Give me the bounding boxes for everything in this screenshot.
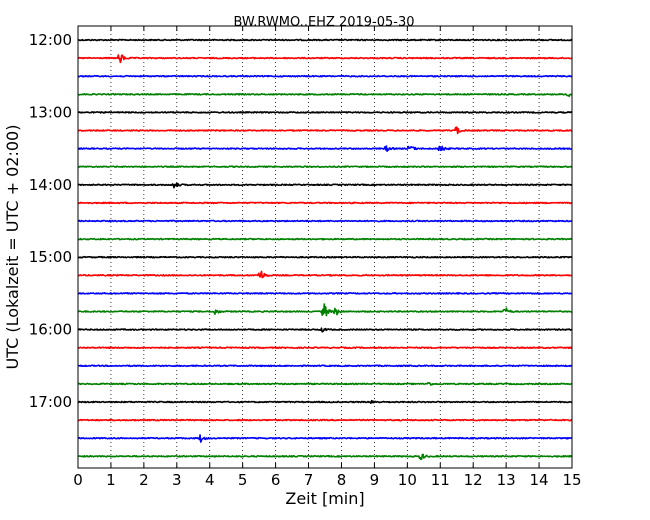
x-tick-label-10: 10: [398, 471, 417, 489]
x-tick-label-3: 3: [172, 471, 182, 489]
trace-1600: [77, 327, 573, 333]
trace-1445: [77, 237, 573, 241]
trace-1345: [77, 165, 573, 169]
x-tick-label-1: 1: [106, 471, 116, 489]
plot-frame: [77, 25, 573, 469]
x-tick-label-0: 0: [73, 471, 83, 489]
y-tick-label-1200: 12:00: [29, 31, 72, 49]
trace-1615: [77, 346, 573, 350]
x-tick-label-5: 5: [238, 471, 248, 489]
trace-1300: [77, 111, 573, 114]
trace-1245: [77, 92, 573, 98]
trace-1330: [77, 145, 573, 153]
trace-1230: [77, 74, 573, 78]
x-axis: 0 1 2 3 4 5 6 7 8 9 10 11 12 13 14 15: [73, 26, 582, 489]
trace-1630: [77, 364, 573, 368]
trace-1545: [77, 303, 573, 317]
trace-1700: [77, 399, 573, 404]
y-tick-label-1400: 14:00: [29, 176, 72, 194]
y-axis-label: UTC (Lokalzeit = UTC + 02:00): [3, 125, 22, 370]
trace-1515: [77, 270, 573, 279]
y-tick-label-1700: 17:00: [29, 393, 72, 411]
x-tick-label-8: 8: [337, 471, 347, 489]
y-tick-label-1500: 15:00: [29, 248, 72, 266]
x-tick-label-2: 2: [139, 471, 149, 489]
x-axis-label: Zeit [min]: [285, 489, 364, 508]
trace-1645: [77, 381, 573, 386]
y-tick-label-1600: 16:00: [29, 321, 72, 339]
trace-1200: [77, 38, 573, 42]
x-tick-label-9: 9: [370, 471, 380, 489]
trace-1500: [77, 255, 573, 259]
trace-1215: [77, 54, 573, 64]
trace-1715: [77, 418, 573, 422]
trace-1745: [77, 453, 573, 461]
trace-1730: [77, 434, 573, 443]
trace-1315: [77, 126, 573, 135]
y-axis: 12:00 13:00 14:00 15:00 16:00 17:00: [29, 31, 572, 411]
trace-1430: [77, 219, 573, 223]
trace-1530: [77, 292, 573, 295]
y-tick-label-1300: 13:00: [29, 103, 72, 121]
x-tick-label-12: 12: [464, 471, 483, 489]
x-tick-label-6: 6: [271, 471, 281, 489]
x-tick-label-15: 15: [562, 471, 581, 489]
trace-1415: [77, 201, 573, 205]
trace-1400: [77, 182, 573, 189]
seismogram-traces: [77, 38, 573, 461]
x-tick-label-14: 14: [530, 471, 549, 489]
chart-title: BW.RWMO..EHZ 2019-05-30: [233, 15, 414, 30]
x-tick-label-7: 7: [304, 471, 314, 489]
x-tick-label-4: 4: [205, 471, 215, 489]
x-tick-label-13: 13: [497, 471, 516, 489]
x-tick-label-11: 11: [431, 471, 450, 489]
x-grid: [110, 26, 540, 468]
